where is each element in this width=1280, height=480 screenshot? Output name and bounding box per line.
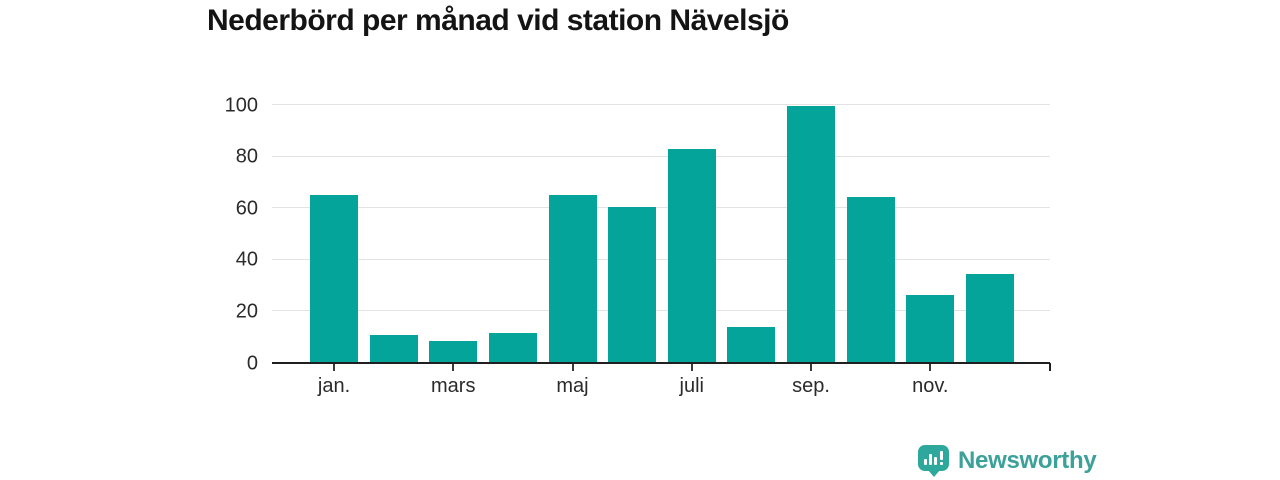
y-tick-label: 100 xyxy=(224,94,258,116)
badge-bar-2 xyxy=(929,454,932,465)
gridline xyxy=(272,310,1050,312)
x-tick xyxy=(452,364,455,371)
badge-bar-1 xyxy=(924,459,927,465)
gridline xyxy=(272,104,1050,105)
x-axis-line xyxy=(272,362,1050,364)
x-tick-label: nov. xyxy=(912,375,949,397)
x-tick-label: juli xyxy=(679,375,704,397)
gridline xyxy=(272,207,1050,209)
bar-okt. xyxy=(846,196,895,363)
bar-apr. xyxy=(488,333,537,363)
y-tick-label: 0 xyxy=(246,352,258,374)
bar-sep. xyxy=(787,106,836,363)
x-tick-label: mars xyxy=(431,375,476,397)
bar-mars xyxy=(429,341,478,363)
bar-feb. xyxy=(369,334,418,363)
x-axis-end-tick xyxy=(1049,363,1051,371)
bar-nov. xyxy=(906,294,955,363)
badge-exclamation-dot xyxy=(940,462,943,465)
bar-juli xyxy=(667,148,716,363)
newsworthy-logo: Newsworthy xyxy=(918,445,1097,477)
x-tick xyxy=(571,364,574,371)
x-tick-label: sep. xyxy=(792,375,830,397)
bar-juni xyxy=(608,206,657,363)
bar-jan. xyxy=(310,195,358,363)
bar-chart-badge-icon xyxy=(918,445,949,471)
gridline xyxy=(272,155,1050,157)
x-tick-label: maj xyxy=(556,375,589,397)
x-tick xyxy=(810,364,813,371)
x-tick-label: jan. xyxy=(317,375,351,397)
y-tick-label: 60 xyxy=(235,197,258,220)
plot-area: 0 20 40 60 80 100 jan. mars maj juli sep. nov. xyxy=(225,94,1051,397)
y-tick-label: 20 xyxy=(235,300,258,323)
y-tick-label: 40 xyxy=(235,248,258,271)
bar-maj xyxy=(548,195,597,363)
gridline xyxy=(272,258,1050,260)
x-tick xyxy=(333,364,335,371)
badge-exclamation-bar xyxy=(940,451,943,460)
bar-aug. xyxy=(727,326,776,363)
newsworthy-logo-text: Newsworthy xyxy=(958,447,1097,474)
chart-title: Nederbörd per månad vid station Nävelsjö xyxy=(207,4,789,37)
x-tick xyxy=(690,364,693,371)
x-tick xyxy=(929,364,932,371)
y-tick-label: 80 xyxy=(235,145,258,168)
badge-bar-3 xyxy=(934,457,937,465)
bar-dec. xyxy=(965,274,1014,363)
